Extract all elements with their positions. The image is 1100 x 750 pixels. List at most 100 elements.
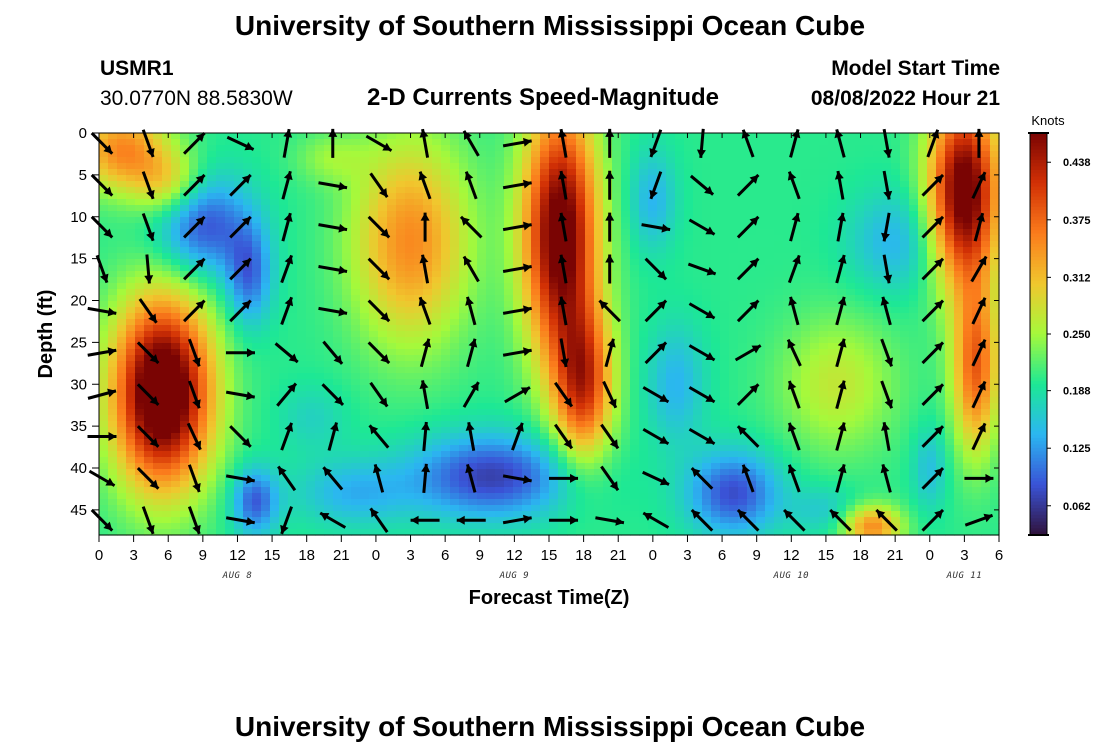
heat-cell [594, 409, 604, 416]
heat-cell [495, 385, 505, 392]
heat-cell [216, 277, 226, 284]
heat-cell [387, 139, 397, 146]
heat-cell [162, 211, 172, 218]
heat-cell [594, 217, 604, 224]
heat-cell [180, 241, 190, 248]
heat-cell [513, 217, 523, 224]
heat-cell [549, 301, 559, 308]
heat-cell [99, 319, 109, 326]
heat-cell [315, 295, 325, 302]
heat-cell [711, 151, 721, 158]
heat-cell [207, 445, 217, 452]
heat-cell [324, 361, 334, 368]
heat-cell [126, 229, 136, 236]
heat-cell [252, 421, 262, 428]
heat-cell [450, 151, 460, 158]
heat-cell [765, 277, 775, 284]
heat-cell [567, 523, 577, 530]
heat-cell [567, 397, 577, 404]
heat-cell [315, 241, 325, 248]
heat-cell [180, 223, 190, 230]
heat-cell [576, 415, 586, 422]
heat-cell [765, 241, 775, 248]
heat-cell [432, 157, 442, 164]
heat-cell [423, 451, 433, 458]
heat-cell [621, 307, 631, 314]
heat-cell [117, 385, 127, 392]
heat-cell [126, 289, 136, 296]
heat-cell [225, 355, 235, 362]
heat-cell [711, 307, 721, 314]
heat-cell [585, 133, 595, 140]
heat-cell [135, 373, 145, 380]
heat-cell [297, 457, 307, 464]
heat-cell [450, 511, 460, 518]
heat-cell [540, 403, 550, 410]
heat-cell [360, 499, 370, 506]
heat-cell [603, 349, 613, 356]
heat-cell [612, 337, 622, 344]
heat-cell [486, 361, 496, 368]
heat-cell [495, 445, 505, 452]
heat-cell [198, 199, 208, 206]
heat-cell [558, 187, 568, 194]
heat-cell [477, 187, 487, 194]
heat-cell [315, 517, 325, 524]
heat-cell [396, 505, 406, 512]
heat-cell [324, 241, 334, 248]
heat-cell [666, 259, 676, 266]
heat-cell [675, 505, 685, 512]
heat-cell [171, 343, 181, 350]
heat-cell [108, 151, 118, 158]
heat-cell [738, 319, 748, 326]
heat-cell [504, 499, 514, 506]
heat-cell [414, 289, 424, 296]
heat-cell [162, 283, 172, 290]
heat-cell [405, 457, 415, 464]
heat-cell [648, 211, 658, 218]
heat-cell [531, 427, 541, 434]
heat-cell [306, 499, 316, 506]
heat-cell [189, 373, 199, 380]
heat-cell [513, 295, 523, 302]
heat-cell [711, 379, 721, 386]
heat-cell [144, 451, 154, 458]
heat-cell [603, 301, 613, 308]
heat-cell [414, 493, 424, 500]
heat-cell [531, 343, 541, 350]
heat-cell [765, 133, 775, 140]
heat-cell [387, 235, 397, 242]
heat-cell [720, 133, 730, 140]
heat-cell [99, 175, 109, 182]
heat-cell [369, 247, 379, 254]
heat-cell [117, 139, 127, 146]
heat-cell [153, 277, 163, 284]
heat-cell [270, 187, 280, 194]
heat-cell [513, 499, 523, 506]
heat-cell [684, 499, 694, 506]
heat-cell [603, 313, 613, 320]
heat-cell [477, 301, 487, 308]
heat-cell [423, 139, 433, 146]
heat-cell [99, 313, 109, 320]
heat-cell [513, 313, 523, 320]
heat-cell [486, 205, 496, 212]
heat-cell [225, 529, 235, 536]
heat-cell [216, 187, 226, 194]
heat-cell [531, 241, 541, 248]
heat-cell [252, 169, 262, 176]
heat-cell [540, 349, 550, 356]
heat-cell [126, 361, 136, 368]
heat-cell [594, 355, 604, 362]
heat-cell [630, 301, 640, 308]
heat-cell [189, 481, 199, 488]
heat-cell [162, 343, 172, 350]
heat-cell [414, 385, 424, 392]
heat-cell [747, 517, 757, 524]
heat-cell [603, 487, 613, 494]
heat-cell [441, 361, 451, 368]
heat-cell [477, 313, 487, 320]
heat-cell [180, 499, 190, 506]
heat-cell [720, 157, 730, 164]
heat-cell [513, 331, 523, 338]
